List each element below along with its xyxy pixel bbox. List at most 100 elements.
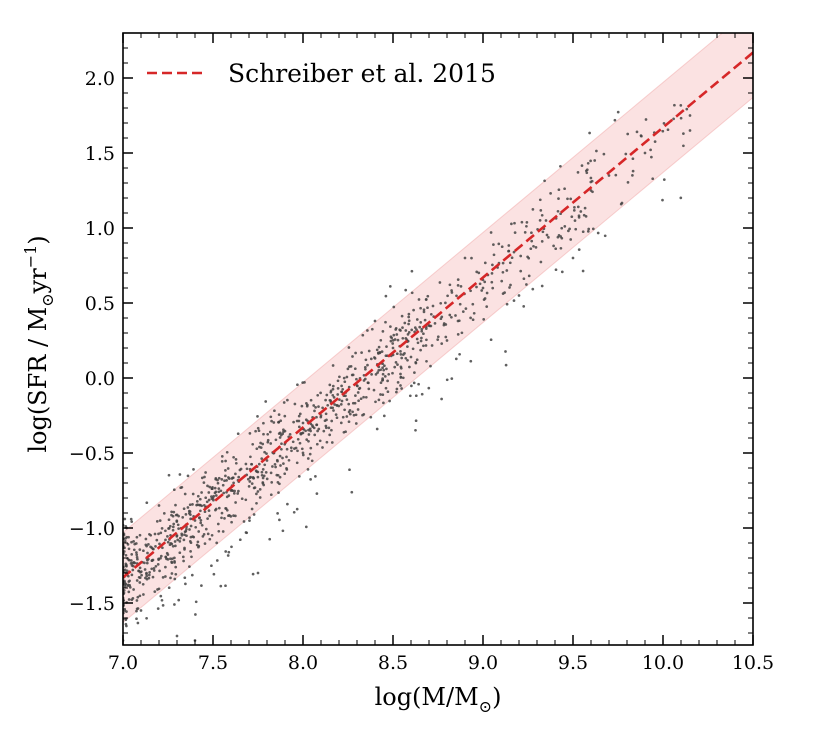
- data-point: [258, 488, 262, 491]
- data-point: [286, 398, 289, 402]
- data-point: [376, 371, 379, 374]
- data-point: [274, 438, 278, 442]
- data-point: [270, 419, 273, 423]
- data-point: [144, 537, 148, 541]
- data-point: [308, 452, 312, 456]
- data-point: [408, 394, 412, 398]
- data-point: [138, 566, 142, 570]
- data-point: [298, 441, 302, 445]
- data-point: [148, 571, 151, 574]
- data-point: [531, 208, 535, 211]
- data-point: [305, 404, 309, 408]
- data-point: [404, 288, 408, 292]
- data-point: [136, 595, 140, 599]
- data-point: [190, 555, 193, 559]
- data-point: [414, 361, 418, 364]
- data-point: [244, 498, 248, 502]
- data-point: [341, 387, 345, 391]
- data-point: [406, 358, 409, 362]
- data-point: [545, 233, 549, 237]
- data-point: [554, 268, 558, 272]
- data-point: [352, 413, 356, 417]
- data-point: [153, 590, 157, 593]
- data-point: [504, 350, 507, 353]
- data-point: [260, 470, 264, 474]
- data-point: [126, 583, 130, 587]
- data-point: [280, 447, 283, 451]
- data-point: [571, 256, 575, 260]
- data-point: [407, 319, 411, 323]
- data-point: [130, 553, 134, 556]
- data-point: [167, 518, 171, 522]
- data-point: [360, 351, 363, 354]
- data-point: [281, 432, 285, 436]
- data-point: [304, 525, 308, 529]
- data-point: [273, 409, 276, 413]
- data-point: [419, 339, 423, 343]
- data-point: [219, 489, 223, 493]
- data-point: [649, 148, 652, 152]
- data-point: [407, 315, 411, 319]
- data-point: [331, 406, 335, 410]
- data-point: [422, 344, 425, 348]
- data-point: [169, 576, 172, 580]
- data-point: [315, 415, 318, 419]
- data-point: [579, 210, 583, 213]
- data-point: [135, 617, 138, 621]
- data-point: [147, 576, 151, 580]
- data-point: [186, 474, 190, 478]
- data-point: [603, 234, 607, 238]
- data-point: [250, 507, 254, 511]
- y-axis-label-mid: yr: [24, 268, 52, 295]
- data-point: [262, 432, 265, 436]
- data-point: [158, 542, 161, 546]
- data-point: [388, 399, 391, 403]
- data-point: [455, 294, 458, 298]
- data-point: [255, 447, 259, 451]
- data-point: [469, 316, 472, 320]
- data-point: [247, 485, 251, 488]
- data-point: [419, 321, 423, 324]
- data-point: [301, 453, 305, 457]
- data-point: [142, 549, 145, 553]
- data-point: [585, 171, 589, 175]
- data-point: [316, 393, 320, 397]
- data-point: [183, 576, 187, 580]
- data-point: [253, 486, 257, 489]
- data-point: [373, 356, 376, 359]
- data-point: [124, 563, 128, 567]
- data-point: [137, 569, 141, 573]
- y-tick-label: 1.0: [85, 218, 115, 240]
- data-point: [234, 472, 237, 476]
- data-point: [297, 475, 301, 478]
- data-point: [393, 365, 397, 369]
- data-point: [123, 517, 127, 521]
- data-point: [412, 308, 415, 312]
- data-point: [177, 598, 181, 602]
- data-point: [593, 159, 597, 162]
- data-point: [419, 306, 422, 310]
- data-point: [158, 569, 161, 573]
- data-point: [132, 540, 135, 543]
- data-point: [301, 451, 305, 455]
- data-point: [363, 365, 367, 369]
- x-tick-label: 7.5: [198, 652, 228, 674]
- data-point: [403, 321, 407, 325]
- data-point: [557, 197, 560, 200]
- data-point: [293, 402, 297, 406]
- data-point: [626, 181, 630, 184]
- data-point: [332, 396, 336, 399]
- data-point: [173, 561, 176, 564]
- data-point: [354, 422, 358, 425]
- data-point: [225, 479, 228, 482]
- data-point: [583, 206, 587, 210]
- data-point: [195, 500, 199, 503]
- data-point: [315, 492, 319, 495]
- data-point: [351, 401, 355, 405]
- x-tick-label: 8.5: [378, 652, 408, 674]
- data-point: [631, 157, 635, 161]
- data-point: [347, 346, 351, 349]
- data-point: [366, 329, 369, 332]
- data-point: [324, 398, 327, 402]
- data-point: [357, 399, 360, 403]
